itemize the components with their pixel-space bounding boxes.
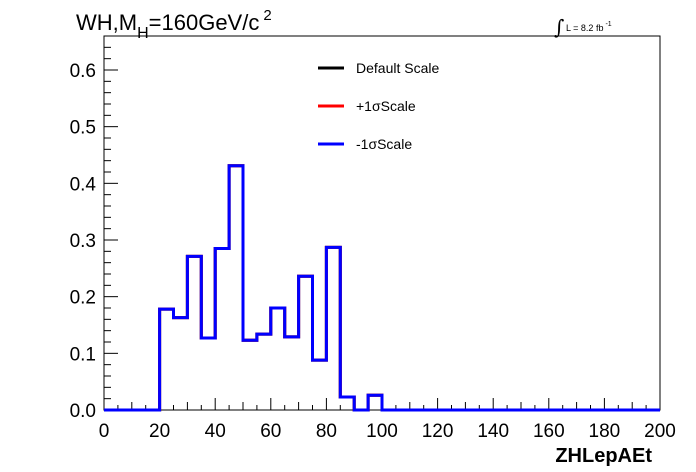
integral-symbol: ∫ [554,15,564,39]
x-tick-label: 200 [644,421,676,442]
legend: Default Scale +1σScale -1σScale [318,60,439,152]
lumi-text: L = 8.2 fb [566,23,603,33]
series-line-2 [104,164,660,412]
x-tick-label: 0 [99,421,110,442]
plot-frame [103,35,661,411]
y-tick-label: 0.3 [70,231,96,252]
title-subscript: H [137,25,149,42]
x-tick-label: 120 [422,421,454,442]
x-tick-label: 80 [316,421,337,442]
legend-label: Default Scale [356,60,439,76]
y-tick-label: 0.0 [70,401,96,422]
y-tick-label: 0.1 [70,344,96,365]
legend-label: +1σScale [356,98,416,114]
x-tick-label: 140 [477,421,509,442]
title-superscript: 2 [263,7,271,24]
y-axis: 0.0 0.1 0.2 0.3 0.4 0.5 0.6 [70,35,118,422]
x-tick-label: 160 [533,421,565,442]
y-tick-label: 0.4 [70,174,97,195]
lumi-label: L = 8.2 fb -1 [566,21,612,33]
chart-title: WH,MH=160GeV/c 2 [76,7,272,42]
title-main: WH,M [76,10,137,35]
x-axis-label: ZHLepAEt [555,445,652,467]
x-axis: 0 20 40 60 80 100 120 140 160 180 200 [99,398,676,442]
y-tick-label: 0.6 [70,61,96,82]
lumi-superscript: -1 [605,21,611,28]
y-tick-label: 0.5 [70,118,96,139]
x-tick-label: 40 [205,421,226,442]
x-tick-label: 180 [589,421,621,442]
y-tick-label: 0.2 [70,288,96,309]
x-tick-label: 100 [366,421,398,442]
series-layer [104,164,660,412]
legend-label: -1σScale [356,136,412,152]
title-rest: =160GeV/c [149,10,260,35]
x-tick-label: 60 [260,421,281,442]
x-tick-label: 20 [149,421,170,442]
